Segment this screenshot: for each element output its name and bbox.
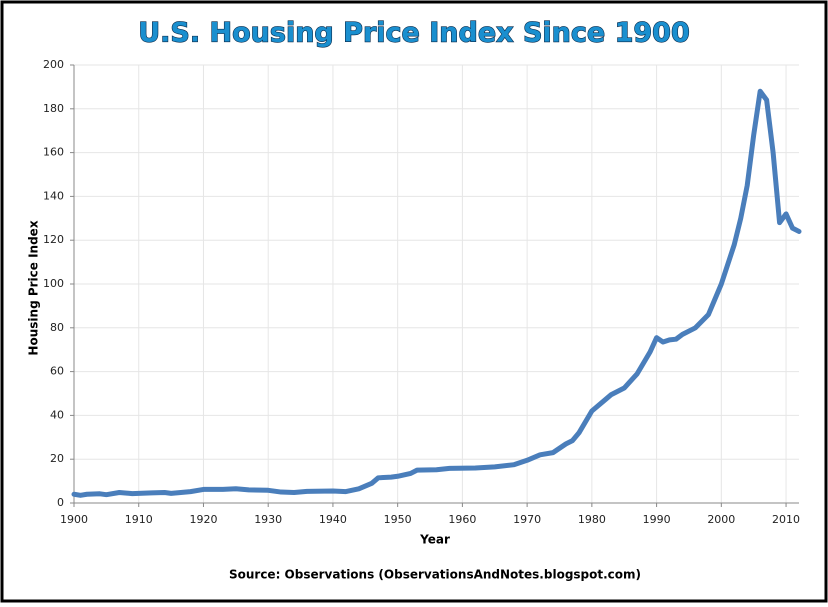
- data-line: [71, 88, 802, 498]
- y-tick-label: 160: [43, 146, 64, 159]
- x-tick-label: 2000: [707, 513, 735, 526]
- x-tick-label: 2010: [772, 513, 800, 526]
- y-tick-label: 120: [43, 233, 64, 246]
- x-tick-label: 1950: [384, 513, 412, 526]
- x-tick-label: 1980: [578, 513, 606, 526]
- y-tick-label: 140: [43, 189, 64, 202]
- x-tick-label: 1990: [643, 513, 671, 526]
- y-tick-label: 20: [50, 452, 64, 465]
- x-tick-label: 1900: [60, 513, 88, 526]
- x-tick-label: 1940: [319, 513, 347, 526]
- y-tick-label: 80: [50, 321, 64, 334]
- y-tick-label: 60: [50, 365, 64, 378]
- source-note: Source: Observations (ObservationsAndNot…: [229, 568, 641, 582]
- x-tick-label: 1910: [125, 513, 153, 526]
- y-tick-label: 0: [57, 496, 64, 509]
- y-tick-label: 100: [43, 277, 64, 290]
- x-tick-label: 1930: [254, 513, 282, 526]
- y-tick-label: 40: [50, 408, 64, 421]
- y-tick-label: 180: [43, 102, 64, 115]
- x-axis-title: Year: [419, 533, 450, 547]
- x-tick-label: 1960: [448, 513, 476, 526]
- x-tick-label: 1920: [189, 513, 217, 526]
- y-axis-title: Housing Price Index: [27, 220, 41, 355]
- chart-title: U.S. Housing Price Index Since 1900: [138, 18, 690, 49]
- y-tick-label: 200: [43, 58, 64, 71]
- x-tick-label: 1970: [513, 513, 541, 526]
